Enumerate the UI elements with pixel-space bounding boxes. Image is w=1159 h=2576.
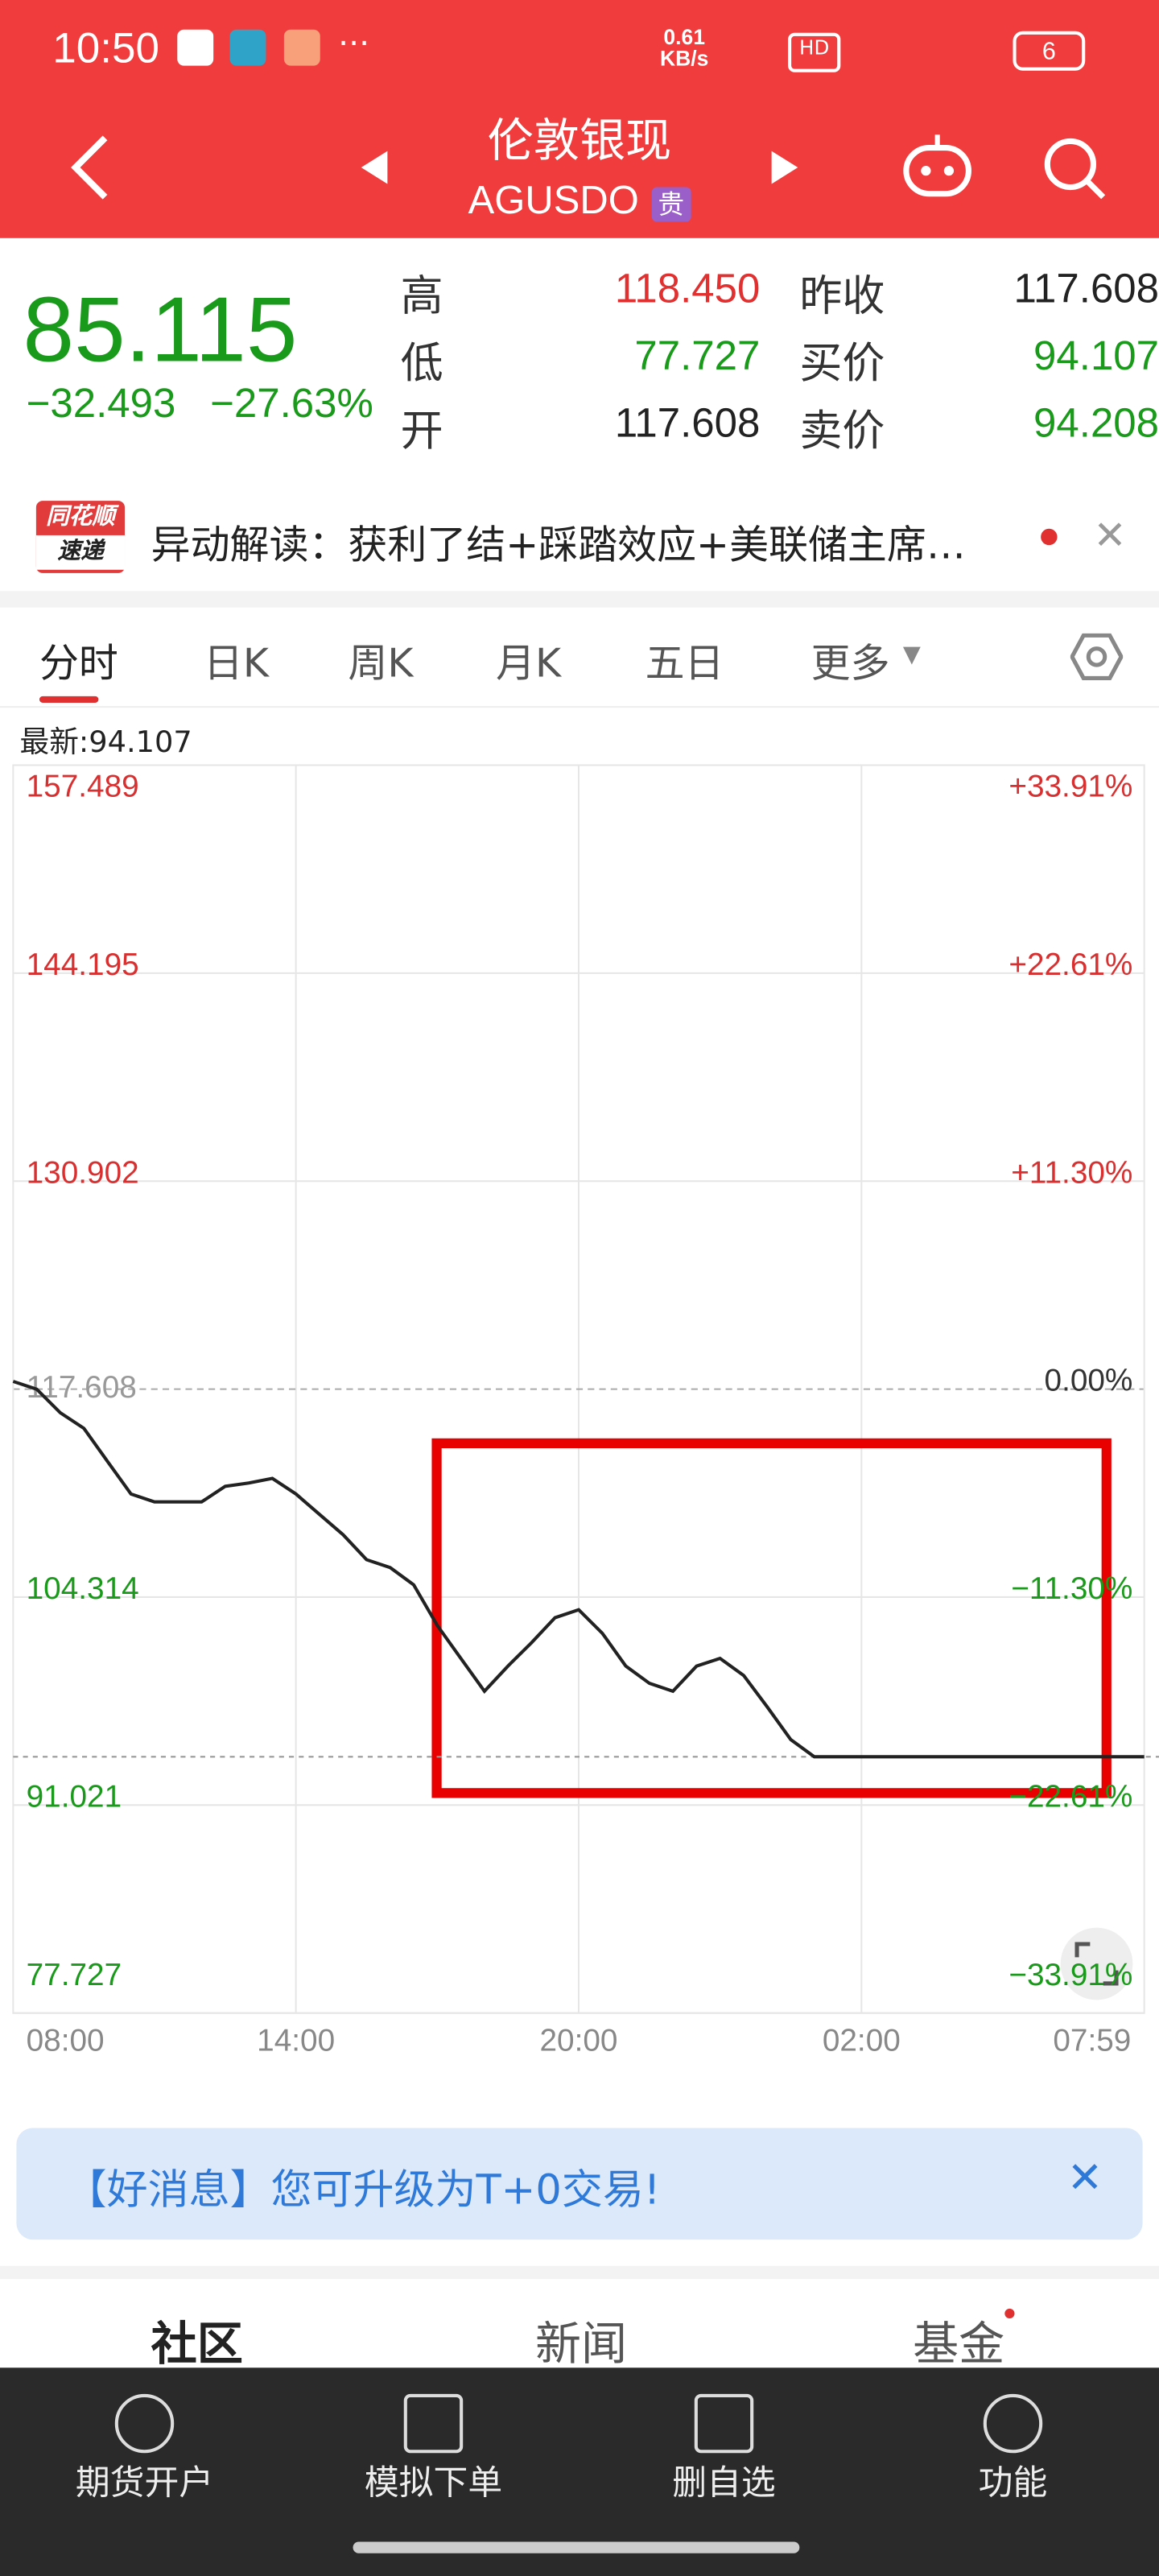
divider — [0, 2265, 1159, 2280]
field-value: 117.608 — [1013, 266, 1159, 312]
news-dot — [1041, 528, 1058, 546]
field-label: 卖价 — [799, 407, 885, 457]
banner-text: 【好消息】您可升级为T+0交易! — [65, 2165, 661, 2214]
title: 伦敦银现 — [487, 113, 672, 168]
status-more: ··· — [338, 23, 370, 63]
status-speed: 0.61 KB/s — [660, 27, 708, 69]
y2-tick-label: −11.30% — [1011, 1571, 1132, 1606]
field-value: 94.107 — [1033, 333, 1159, 380]
section-tab[interactable]: 新闻 — [534, 2317, 628, 2372]
section-dot — [1004, 2308, 1015, 2319]
news-text[interactable]: 异动解读：获利了结+踩踏效应+美联储主席… — [151, 522, 966, 568]
field-value: 118.450 — [614, 266, 761, 312]
robot-button[interactable] — [900, 131, 975, 200]
battery-level: 6 — [1041, 37, 1056, 66]
y-tick-label: 104.314 — [27, 1571, 139, 1606]
nav-label[interactable]: 模拟下单 — [364, 2462, 503, 2503]
logo-bottom: 速递 — [35, 535, 126, 570]
tab-indicator — [39, 696, 99, 703]
divider — [0, 591, 1159, 608]
y2-tick-label: −22.61% — [1008, 1779, 1132, 1814]
settings-button[interactable] — [1070, 630, 1124, 683]
nav-label[interactable]: 期货开户 — [75, 2462, 214, 2503]
nav-label[interactable]: 删自选 — [672, 2462, 776, 2503]
y2-tick-label: +22.61% — [1008, 947, 1132, 982]
y2-tick-label: −33.91% — [1008, 1958, 1132, 1992]
field-label: 买价 — [799, 340, 885, 390]
banner-close[interactable]: ✕ — [1066, 2154, 1103, 2204]
news-logo: 同花顺 速递 — [35, 501, 126, 573]
y2-tick-label: 0.00% — [1045, 1364, 1133, 1398]
tab[interactable]: 月K — [495, 640, 562, 687]
nav-icon[interactable] — [114, 2393, 175, 2454]
back-button[interactable] — [66, 134, 115, 200]
speed-unit: KB/s — [659, 46, 709, 71]
y-tick-label: 130.902 — [27, 1155, 139, 1190]
x-tick-label: 14:00 — [257, 2024, 335, 2058]
logo-top: 同花顺 — [46, 504, 115, 530]
prev-button[interactable] — [358, 148, 391, 188]
change: −32.493 — [26, 381, 176, 427]
header: 10:50 ··· 0.61 KB/s HD 6 伦敦银现 AGUSDO 贵 — [0, 0, 1159, 238]
y2-tick-label: +11.30% — [1011, 1155, 1132, 1190]
field-label: 昨收 — [799, 272, 885, 322]
field-value: 94.208 — [1033, 400, 1159, 447]
field-label: 低 — [400, 340, 443, 390]
status-icon — [229, 29, 266, 66]
nav-icon[interactable] — [694, 2393, 754, 2454]
banner[interactable]: 【好消息】您可升级为T+0交易! ✕ — [16, 2128, 1143, 2240]
y2-tick-label: +33.91% — [1008, 769, 1132, 803]
fullscreen-button[interactable] — [1060, 1927, 1133, 2000]
y-tick-label: 144.195 — [27, 947, 139, 982]
y-tick-label: 77.727 — [27, 1958, 122, 1992]
news-close[interactable]: ✕ — [1093, 512, 1127, 559]
change-pct: −27.63% — [210, 381, 373, 427]
status-icon — [177, 29, 214, 66]
divider — [0, 706, 1159, 708]
tab[interactable]: 更多 — [810, 640, 890, 687]
bottom-nav — [0, 2368, 1159, 2576]
status-time: 10:50 — [52, 23, 160, 72]
x-tick-label: 02:00 — [823, 2024, 901, 2058]
section-tab[interactable]: 社区 — [151, 2317, 243, 2372]
tab[interactable]: 五日 — [645, 640, 724, 687]
chart: 157.489 144.195 130.902 117.608 104.314 91.02… — [12, 764, 1159, 2058]
battery: 6 — [1013, 31, 1086, 71]
field-value: 77.727 — [634, 333, 761, 380]
y-tick-label: 157.489 — [27, 769, 139, 803]
field-label: 高 — [400, 272, 443, 322]
search-button[interactable] — [1041, 134, 1110, 204]
y-tick-label: 91.021 — [27, 1779, 122, 1814]
tab[interactable]: 日K — [203, 640, 270, 687]
x-tick-label: 08:00 — [27, 2024, 105, 2058]
more-arrow: ▼ — [902, 642, 921, 669]
x-tick-label: 07:59 — [1053, 2024, 1131, 2058]
speed-value: 0.61 — [663, 24, 705, 50]
nav-label[interactable]: 功能 — [978, 2462, 1048, 2503]
badge: 贵 — [651, 187, 691, 222]
nav-icon[interactable] — [983, 2393, 1043, 2454]
nav-icon[interactable] — [403, 2393, 464, 2454]
status-icon — [283, 29, 320, 66]
x-tick-label: 20:00 — [540, 2024, 618, 2058]
field-label: 开 — [400, 407, 443, 457]
home-indicator — [353, 2541, 800, 2553]
code-line: AGUSDO 贵 — [0, 177, 1159, 225]
latest-annotation: 最新:94.107 — [19, 725, 192, 761]
plot-frame — [12, 764, 1145, 2014]
y-tick-label: 117.608 — [27, 1370, 137, 1405]
highlight-box — [431, 1438, 1112, 1798]
section-tab[interactable]: 基金 — [913, 2317, 1005, 2372]
price-line — [12, 1380, 1145, 1759]
price: 85.115 — [23, 277, 298, 382]
tab[interactable]: 分时 — [39, 640, 118, 687]
next-button[interactable] — [769, 148, 802, 188]
field-value: 117.608 — [614, 400, 761, 447]
tab[interactable]: 周K — [348, 640, 414, 687]
status-hd: HD — [788, 32, 841, 72]
code: AGUSDO — [468, 179, 639, 224]
